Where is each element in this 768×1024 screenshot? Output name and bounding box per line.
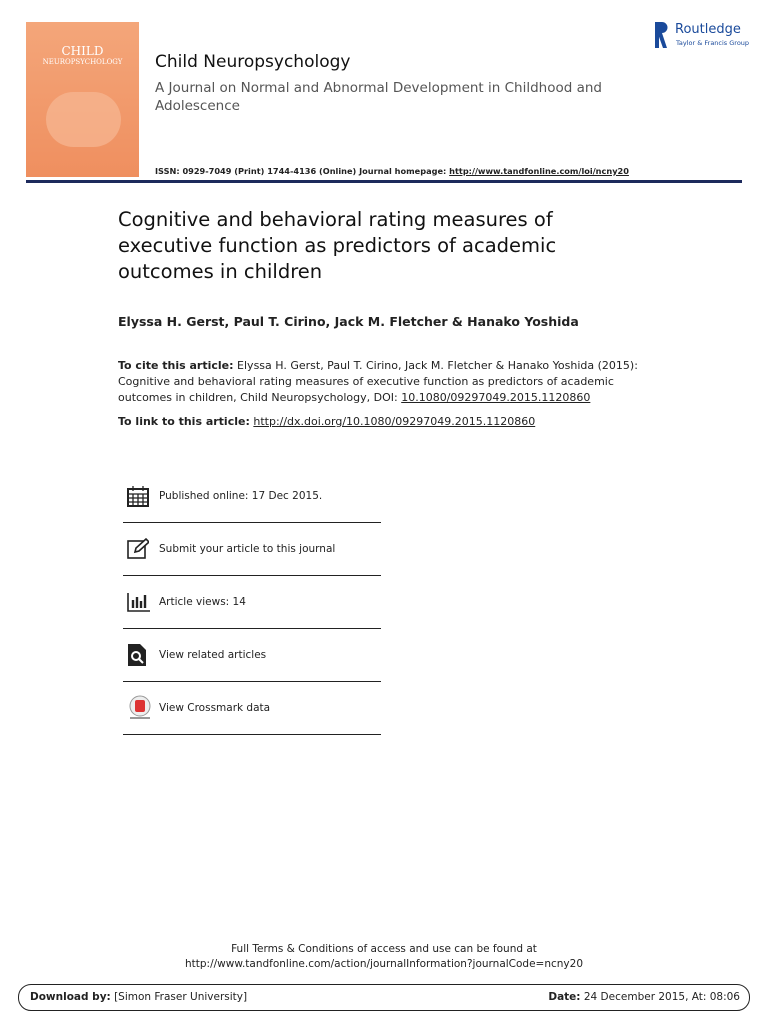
action-row[interactable]: View related articles: [123, 628, 381, 682]
article-link[interactable]: http://dx.doi.org/10.1080/09297049.2015.…: [253, 415, 536, 428]
download-date: Date: 24 December 2015, At: 08:06: [548, 991, 740, 1003]
cite-text: Elyssa H. Gerst, Paul T. Cirino, Jack M.…: [118, 359, 638, 404]
publisher-logo: [655, 22, 668, 48]
terms-line: Full Terms & Conditions of access and us…: [231, 943, 537, 955]
views-icon: [127, 592, 150, 612]
calendar-icon: [127, 485, 149, 507]
action-row[interactable]: Submit your article to this journal: [123, 522, 381, 576]
citation: To cite this article: Elyssa H. Gerst, P…: [118, 358, 638, 406]
cover-image: CHILD NEUROPSYCHOLOGY: [26, 22, 139, 177]
action-row: Published online: 17 Dec 2015.: [123, 469, 381, 523]
cover-art: [46, 92, 121, 147]
crossmark-icon: [129, 695, 151, 719]
related-icon: [128, 643, 146, 666]
action-text: Published online: 17 Dec 2015.: [159, 489, 323, 502]
journal-title: Child Neuropsychology: [155, 52, 351, 72]
link-line: To link to this article: http://dx.doi.o…: [118, 415, 535, 428]
action-row: Article views: 14: [123, 575, 381, 629]
publisher-sub: Taylor & Francis Group: [676, 39, 750, 47]
cite-label: To cite this article:: [118, 359, 234, 372]
issn: ISSN: 0929-7049 (Print) 1744-4136 (Onlin…: [155, 166, 447, 176]
homepage-link[interactable]: http://www.tandfonline.com/loi/ncny20: [449, 166, 629, 176]
download-box: Download by: [Simon Fraser University] D…: [18, 984, 750, 1011]
download-value: [Simon Fraser University]: [114, 991, 248, 1003]
header-rule: [26, 180, 742, 183]
cover-title: CHILD: [61, 44, 104, 58]
issn-line: ISSN: 0929-7049 (Print) 1744-4136 (Onlin…: [155, 166, 629, 176]
edit-icon: [127, 537, 149, 559]
terms-url[interactable]: http://www.tandfonline.com/action/journa…: [184, 958, 583, 970]
date-value: 24 December 2015, At: 08:06: [583, 991, 740, 1003]
doi-link[interactable]: 10.1080/09297049.2015.1120860: [401, 391, 591, 404]
link-label: To link to this article:: [118, 415, 250, 428]
cover-title: NEUROPSYCHOLOGY: [42, 58, 123, 66]
authors: Elyssa H. Gerst, Paul T. Cirino, Jack M.…: [118, 314, 579, 329]
article-title: Cognitive and behavioral rating measures…: [118, 208, 557, 283]
publisher: Routledge: [675, 22, 741, 37]
action-text: Article views: 14: [159, 595, 246, 608]
action-text[interactable]: Submit your article to this journal: [159, 542, 336, 555]
action-text[interactable]: View related articles: [159, 648, 267, 661]
action-row[interactable]: View Crossmark data: [123, 681, 381, 735]
date-label: Date:: [548, 991, 581, 1003]
download-by: Download by: [Simon Fraser University]: [30, 991, 247, 1003]
action-text[interactable]: View Crossmark data: [159, 701, 271, 714]
journal-subtitle: A Journal on Normal and Abnormal Develop…: [155, 80, 602, 114]
download-label: Download by:: [30, 991, 111, 1003]
